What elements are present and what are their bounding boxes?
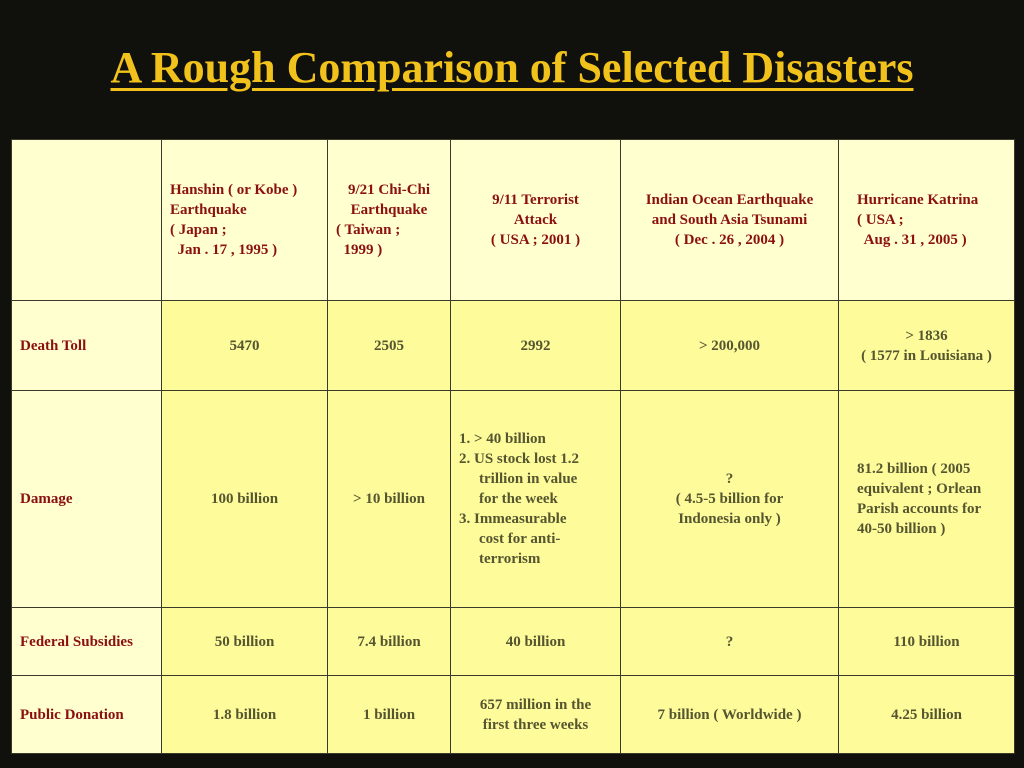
cell-death-toll-kobe: 5470	[161, 300, 328, 391]
cell-damage-kobe: 100 billion	[161, 390, 328, 608]
header-911-attack: 9/11 Terrorist Attack ( USA ; 2001 )	[450, 139, 621, 301]
cell-death-toll-chichi: 2505	[327, 300, 451, 391]
cell-subsidies-katrina: 110 billion	[838, 607, 1015, 676]
cell-donation-tsunami: 7 billion ( Worldwide )	[620, 675, 839, 754]
header-hurricane-katrina: Hurricane Katrina ( USA ; Aug . 31 , 200…	[838, 139, 1015, 301]
row-label-death-toll: Death Toll	[11, 300, 162, 391]
cell-donation-kobe: 1.8 billion	[161, 675, 328, 754]
federal-subsidies-row: Federal Subsidies 50 billion 7.4 billion…	[11, 607, 1015, 676]
header-chichi-earthquake: 9/21 Chi-Chi Earthquake ( Taiwan ; 1999 …	[327, 139, 451, 301]
cell-donation-katrina: 4.25 billion	[838, 675, 1015, 754]
cell-donation-chichi: 1 billion	[327, 675, 451, 754]
death-toll-row: Death Toll 5470 2505 2992 > 200,000 > 18…	[11, 300, 1015, 391]
row-label-damage: Damage	[11, 390, 162, 608]
row-label-public-donation: Public Donation	[11, 675, 162, 754]
cell-subsidies-911: 40 billion	[450, 607, 621, 676]
cell-subsidies-tsunami: ?	[620, 607, 839, 676]
cell-death-toll-911: 2992	[450, 300, 621, 391]
cell-damage-katrina: 81.2 billion ( 2005 equivalent ; Orlean …	[838, 390, 1015, 608]
cell-death-toll-tsunami: > 200,000	[620, 300, 839, 391]
header-empty-cell	[11, 139, 162, 301]
disaster-comparison-table: Hanshin ( or Kobe ) Earthquake ( Japan ;…	[11, 139, 1015, 754]
header-row: Hanshin ( or Kobe ) Earthquake ( Japan ;…	[11, 139, 1015, 301]
cell-death-toll-katrina: > 1836 ( 1577 in Louisiana )	[838, 300, 1015, 391]
cell-subsidies-chichi: 7.4 billion	[327, 607, 451, 676]
cell-damage-911: 1. > 40 billion 2. US stock lost 1.2 tri…	[450, 390, 621, 608]
header-kobe-earthquake: Hanshin ( or Kobe ) Earthquake ( Japan ;…	[161, 139, 328, 301]
cell-subsidies-kobe: 50 billion	[161, 607, 328, 676]
cell-damage-tsunami: ? ( 4.5-5 billion for Indonesia only )	[620, 390, 839, 608]
cell-damage-chichi: > 10 billion	[327, 390, 451, 608]
cell-donation-911: 657 million in the first three weeks	[450, 675, 621, 754]
damage-row: Damage 100 billion > 10 billion 1. > 40 …	[11, 390, 1015, 608]
public-donation-row: Public Donation 1.8 billion 1 billion 65…	[11, 675, 1015, 754]
slide-title: A Rough Comparison of Selected Disasters	[110, 43, 914, 92]
header-indian-ocean-tsunami: Indian Ocean Earthquake and South Asia T…	[620, 139, 839, 301]
row-label-federal-subsidies: Federal Subsidies	[11, 607, 162, 676]
